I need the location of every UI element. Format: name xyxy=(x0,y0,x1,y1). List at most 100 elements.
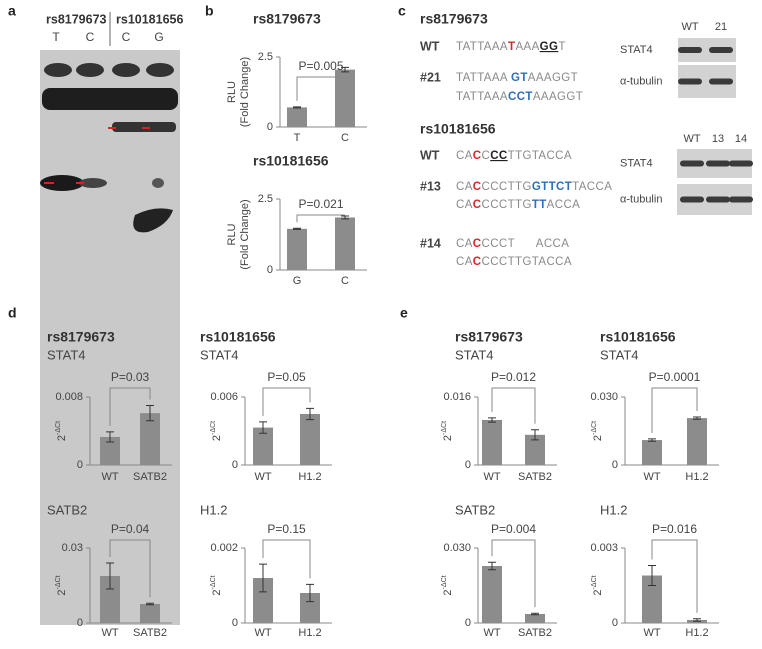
x-tick-label: H1.2 xyxy=(685,471,708,483)
panel-letter: e xyxy=(400,305,408,321)
error-bar xyxy=(259,421,267,434)
x-tick-label: WT xyxy=(101,627,118,639)
y-tick-label: 0.002 xyxy=(210,542,238,554)
blot-label: STAT4 xyxy=(620,44,653,56)
bar xyxy=(482,566,502,623)
blot-label: STAT4 xyxy=(620,157,653,169)
error-bar xyxy=(648,565,656,586)
y-axis-label: 2-ΔCt xyxy=(441,421,454,441)
row-label: #21 xyxy=(420,70,441,84)
y-tick-label: 2.5 xyxy=(258,51,273,63)
sequence-segment: CA xyxy=(456,238,473,250)
y-axis-label-sup: -ΔCt xyxy=(210,421,217,435)
error-bar xyxy=(146,602,154,606)
bar xyxy=(300,593,320,623)
y-axis-label: 2-ΔCt xyxy=(210,421,223,441)
y-tick-label: 0 xyxy=(77,459,83,471)
error-bar xyxy=(106,431,114,443)
sequence-segment: GTTCT xyxy=(532,181,572,193)
lane-label: G xyxy=(154,30,163,44)
band xyxy=(678,47,702,53)
blot-lane: 13 xyxy=(712,133,724,145)
y-axis-label: 2-ΔCt xyxy=(55,575,68,595)
error-bar xyxy=(306,583,314,603)
lane-label: T xyxy=(52,30,60,44)
y-tick-label: 0.006 xyxy=(210,391,238,403)
bar xyxy=(335,217,355,270)
error-bar xyxy=(488,561,496,571)
bar xyxy=(287,228,307,270)
x-tick-label: H1.2 xyxy=(685,627,708,639)
y-axis-label: RLU xyxy=(226,81,238,103)
panel-letter: a xyxy=(8,3,16,19)
y-axis-label-sup: -ΔCt xyxy=(55,575,62,589)
sequence-segment: TATTAAA xyxy=(456,41,508,53)
chart-subtitle: STAT4 xyxy=(600,347,639,362)
bar xyxy=(140,413,160,465)
sequence-segment: CCCTTGTACCA xyxy=(482,256,572,268)
sequence-segment: GG xyxy=(540,41,559,53)
bar xyxy=(300,414,320,465)
y-tick-label: 0 xyxy=(267,264,273,276)
x-tick-label: WT xyxy=(101,471,118,483)
x-tick-label: WT xyxy=(483,627,500,639)
bar xyxy=(335,69,355,127)
sequence-segment: TACCA xyxy=(572,181,612,193)
significance-bracket xyxy=(491,539,536,608)
significance-bracket xyxy=(109,539,151,598)
p-value: P=0.0001 xyxy=(649,370,701,384)
band xyxy=(680,196,704,203)
y-tick-label: 0 xyxy=(612,617,618,629)
y-tick-label: 0 xyxy=(77,617,83,629)
bar xyxy=(642,575,662,623)
error-bar xyxy=(146,405,154,422)
panel-letter: c xyxy=(398,3,406,19)
chart-subtitle: SATB2 xyxy=(455,502,495,517)
chart-title: rs8179673 xyxy=(455,329,523,345)
chart-title: rs8179673 xyxy=(47,329,115,345)
y-axis-label: 2-ΔCt xyxy=(591,575,604,595)
y-axis-label-base: 2 xyxy=(442,589,454,595)
bar xyxy=(100,436,120,465)
sequence-segment: CCCT ACCA xyxy=(482,238,570,250)
x-tick-label: C xyxy=(341,275,349,287)
sequence-segment: TATTAAA xyxy=(456,72,511,84)
band xyxy=(709,47,733,53)
p-value: P=0.004 xyxy=(491,522,536,536)
y-axis-label-base: 2 xyxy=(56,589,68,595)
y-axis-label-base: 2 xyxy=(211,589,223,595)
bar xyxy=(140,604,160,623)
x-tick-label: WT xyxy=(254,471,271,483)
band xyxy=(709,78,733,85)
error-bar xyxy=(531,429,539,441)
y-axis-label-sup: -ΔCt xyxy=(441,421,448,435)
chart-subtitle: H1.2 xyxy=(600,502,627,517)
y-axis-label-sup: -ΔCt xyxy=(591,575,598,589)
error-bar xyxy=(531,612,539,616)
sequence-segment: TT xyxy=(532,199,547,211)
sequence: CACCCCTTGTTACCA xyxy=(456,199,580,211)
panel-letter: b xyxy=(205,3,214,19)
chart-title: rs10181656 xyxy=(600,329,676,345)
y-tick-label: 2.5 xyxy=(258,193,273,205)
sequence-segment: CCT xyxy=(508,91,533,103)
y-tick-label: 0 xyxy=(232,617,238,629)
sequence-group-title: rs10181656 xyxy=(420,121,496,137)
y-tick-label: 0.030 xyxy=(590,391,618,403)
band xyxy=(680,160,704,167)
y-tick-label: 0 xyxy=(267,121,273,133)
error-bar xyxy=(306,407,314,421)
sequence-segment: AAA xyxy=(515,41,539,53)
error-bar xyxy=(259,563,267,593)
bar xyxy=(287,107,307,127)
lane-label: C xyxy=(122,30,131,44)
y-axis-label-sup: -ΔCt xyxy=(55,421,62,435)
error-bar xyxy=(106,562,114,590)
y-axis-label-base: 2 xyxy=(592,589,604,595)
error-bar xyxy=(693,618,701,622)
significance-bracket xyxy=(651,387,698,433)
sequence: CACCCCTTGTACCA xyxy=(456,150,572,162)
sequence-segment: AAAGGT xyxy=(528,72,578,84)
x-tick-label: C xyxy=(341,132,349,144)
bar xyxy=(100,576,120,623)
